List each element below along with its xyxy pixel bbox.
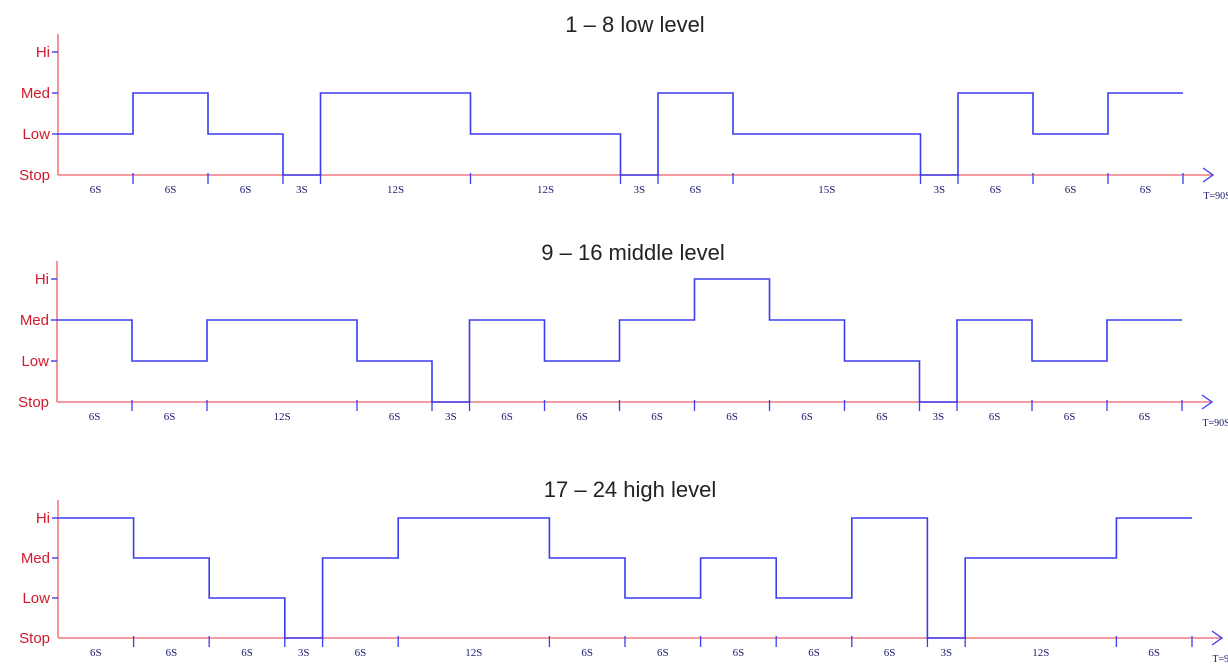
duration-label: 6S xyxy=(651,411,663,423)
duration-label: 6S xyxy=(1139,411,1151,423)
chart-title: 17 – 24 high level xyxy=(544,477,716,502)
y-tick-label: Low xyxy=(22,590,50,607)
y-tick-label: Med xyxy=(21,550,50,567)
y-tick-label: Stop xyxy=(19,630,50,647)
duration-label: 3S xyxy=(298,647,310,659)
duration-label: 12S xyxy=(273,411,290,423)
y-tick-label: Med xyxy=(21,85,50,102)
duration-label: 12S xyxy=(465,647,482,659)
duration-label: 6S xyxy=(657,647,669,659)
duration-label: 3S xyxy=(940,647,952,659)
duration-label: 6S xyxy=(690,184,702,196)
y-tick-label: Low xyxy=(22,126,50,143)
y-tick-label: Stop xyxy=(19,167,50,184)
duration-label: 6S xyxy=(164,411,176,423)
y-tick-label: Hi xyxy=(36,510,50,527)
total-time-label: T=90S xyxy=(1212,654,1228,665)
y-tick-label: Med xyxy=(20,312,49,329)
y-tick-label: Hi xyxy=(36,44,50,61)
chart-title: 1 – 8 low level xyxy=(565,12,704,37)
duration-label: 6S xyxy=(501,411,513,423)
duration-label: 6S xyxy=(876,411,888,423)
duration-label: 6S xyxy=(1065,184,1077,196)
duration-label: 12S xyxy=(537,184,554,196)
y-tick-label: Low xyxy=(21,353,49,370)
chart-title: 9 – 16 middle level xyxy=(541,240,724,265)
duration-label: 6S xyxy=(989,411,1001,423)
duration-label: 6S xyxy=(801,411,813,423)
duration-label: 12S xyxy=(1032,647,1049,659)
duration-label: 6S xyxy=(89,411,101,423)
duration-label: 6S xyxy=(1064,411,1076,423)
duration-label: 6S xyxy=(808,647,820,659)
x-axis-arrow xyxy=(1201,394,1214,410)
duration-label: 12S xyxy=(387,184,404,196)
duration-label: 6S xyxy=(726,411,738,423)
duration-label: 6S xyxy=(90,184,102,196)
duration-label: 6S xyxy=(166,647,178,659)
duration-label: 6S xyxy=(581,647,593,659)
duration-label: 15S xyxy=(818,184,835,196)
chart-panel: 1 – 8 low level Stop Low Med Hi 6S 6S 6S 3S 12S 12… xyxy=(19,12,1228,202)
signal-line xyxy=(58,92,1183,176)
duration-label: 6S xyxy=(165,184,177,196)
duration-label: 6S xyxy=(990,184,1002,196)
duration-label: 6S xyxy=(355,647,367,659)
duration-label: 3S xyxy=(933,184,945,196)
signal-line xyxy=(57,278,1182,403)
y-tick-label: Hi xyxy=(35,271,49,288)
duration-label: 3S xyxy=(932,411,944,423)
duration-label: 3S xyxy=(633,184,645,196)
duration-label: 6S xyxy=(389,411,401,423)
total-time-label: T=90S xyxy=(1203,191,1228,202)
duration-label: 6S xyxy=(733,647,745,659)
y-tick-label: Stop xyxy=(18,394,49,411)
chart-panel: 9 – 16 middle level Stop Low Med Hi 6S 6S 12S 6S… xyxy=(18,240,1228,429)
duration-label: 6S xyxy=(90,647,102,659)
total-time-label: T=90S xyxy=(1202,418,1228,429)
signal-line xyxy=(58,517,1192,639)
duration-label: 6S xyxy=(1148,647,1160,659)
duration-label: 6S xyxy=(1140,184,1152,196)
duration-label: 6S xyxy=(240,184,252,196)
duration-label: 6S xyxy=(241,647,253,659)
duration-label: 3S xyxy=(296,184,308,196)
x-axis-arrow xyxy=(1211,630,1224,646)
x-axis-arrow xyxy=(1202,167,1215,183)
duration-label: 6S xyxy=(884,647,896,659)
chart-panel: 17 – 24 high level Stop Low Med Hi 6S 6S 6S 3S 6S… xyxy=(19,477,1228,665)
duration-label: 3S xyxy=(445,411,457,423)
duration-label: 6S xyxy=(576,411,588,423)
